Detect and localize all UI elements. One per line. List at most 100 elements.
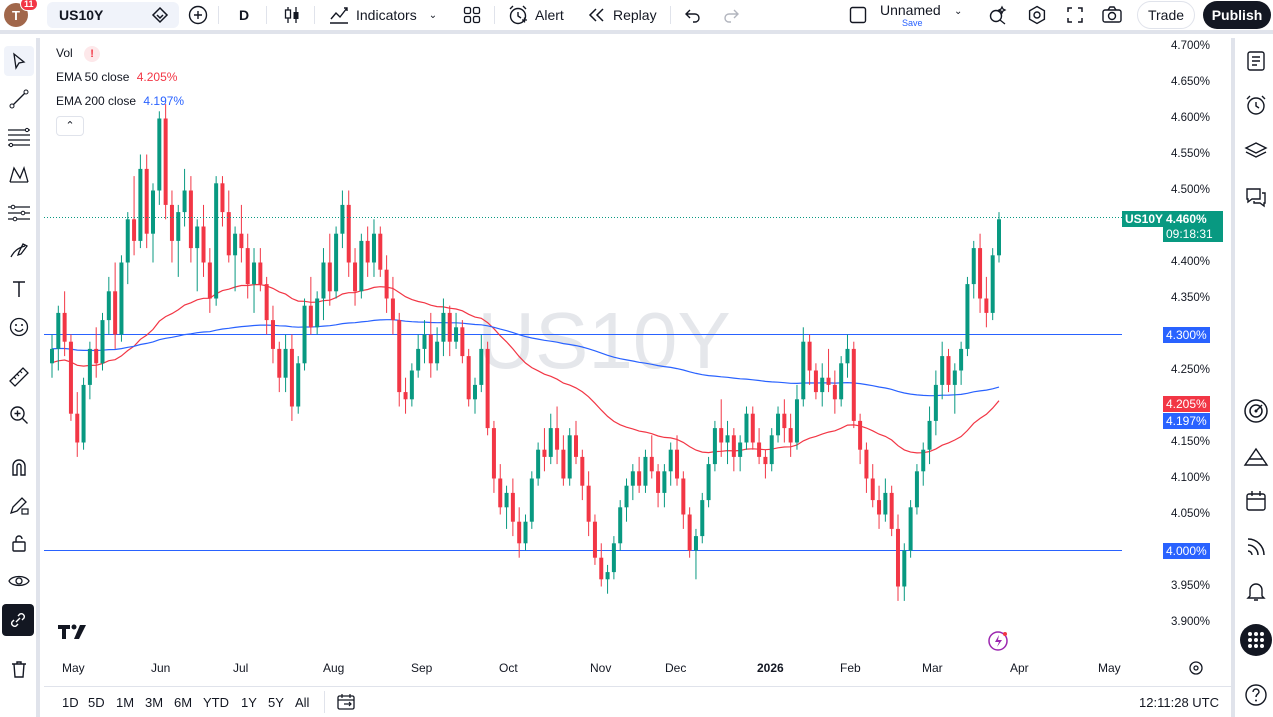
symbol-flag-icon[interactable] bbox=[151, 6, 169, 27]
range-1m-button[interactable]: 1M bbox=[116, 695, 135, 710]
avatar[interactable]: T 11 bbox=[4, 0, 38, 27]
candle-body bbox=[744, 413, 749, 443]
technicals-button[interactable] bbox=[1241, 396, 1271, 426]
add-symbol-button[interactable] bbox=[186, 0, 210, 30]
text-tool[interactable] bbox=[4, 274, 34, 304]
undo-button[interactable] bbox=[682, 0, 704, 30]
fib-tool[interactable] bbox=[4, 122, 34, 152]
range-5y-button[interactable]: 5Y bbox=[268, 695, 284, 710]
warning-icon[interactable]: ! bbox=[84, 46, 101, 62]
pattern-tool[interactable] bbox=[4, 160, 34, 190]
candle-body bbox=[245, 248, 250, 285]
prediction-tool[interactable] bbox=[4, 198, 34, 228]
replay-button[interactable]: Replay bbox=[587, 0, 659, 30]
candle-body bbox=[883, 492, 888, 515]
ema50-price-tag: 4.205% bbox=[1163, 396, 1210, 412]
scale-settings-button[interactable] bbox=[1188, 660, 1204, 681]
alert-button[interactable]: Alert bbox=[507, 0, 573, 30]
range-all-button[interactable]: All bbox=[295, 695, 310, 710]
trend-line-icon bbox=[9, 89, 29, 109]
notifications-button[interactable] bbox=[1241, 576, 1271, 606]
candle-body bbox=[327, 262, 332, 292]
range-1y-button[interactable]: 1Y bbox=[241, 695, 257, 710]
fullscreen-button[interactable] bbox=[1064, 0, 1086, 30]
collapse-legend-button[interactable]: ⌃ bbox=[56, 116, 84, 136]
range-5d-button[interactable]: 5D bbox=[88, 695, 105, 710]
interval-button[interactable]: D bbox=[238, 7, 250, 23]
templates-button[interactable] bbox=[460, 0, 484, 30]
candle-body bbox=[151, 190, 156, 234]
range-6m-button[interactable]: 6M bbox=[174, 695, 193, 710]
indicators-button[interactable]: Indicators ⌄ bbox=[328, 0, 448, 30]
vol-legend[interactable]: Vol ! bbox=[56, 46, 101, 62]
hide-drawings-tool[interactable] bbox=[4, 566, 34, 596]
indicators-icon bbox=[330, 7, 348, 24]
redo-button[interactable] bbox=[720, 0, 742, 30]
candle-body bbox=[523, 521, 528, 544]
symbol-label: US10Y bbox=[59, 7, 104, 23]
lightning-icon[interactable] bbox=[987, 630, 1009, 657]
watchlist-button[interactable] bbox=[1241, 46, 1271, 76]
trend-line-tool[interactable] bbox=[4, 84, 34, 114]
lock-drawings-tool[interactable] bbox=[4, 528, 34, 558]
candle-body bbox=[315, 298, 320, 328]
candle-body bbox=[637, 471, 642, 486]
sync-drawings-tool[interactable] bbox=[2, 604, 34, 636]
clock-display[interactable]: 12:11:28 UTC bbox=[1139, 695, 1219, 710]
candle-body bbox=[119, 262, 124, 335]
replay-label: Replay bbox=[613, 7, 657, 23]
draw-mode-tool[interactable] bbox=[4, 490, 34, 520]
time-tick: Jul bbox=[233, 661, 249, 675]
time-tick: Feb bbox=[840, 661, 861, 675]
price-chart[interactable]: US10Y bbox=[44, 38, 1231, 683]
apps-button[interactable] bbox=[1240, 624, 1272, 656]
chart-pane[interactable]: US10Y Vol ! EMA 50 close 4.205% EMA 200 … bbox=[44, 38, 1231, 683]
range-1d-button[interactable]: 1D bbox=[62, 695, 79, 710]
chats-button[interactable] bbox=[1241, 182, 1271, 212]
user-avatar[interactable]: T 11 bbox=[4, 0, 42, 30]
price-tick: 4.050% bbox=[1171, 507, 1211, 520]
candle-body bbox=[138, 168, 143, 241]
candle-body bbox=[226, 212, 231, 256]
help-button[interactable] bbox=[1241, 680, 1271, 710]
ideas-button[interactable] bbox=[1241, 442, 1271, 472]
tv-logo-icon bbox=[58, 624, 86, 639]
candle-body bbox=[908, 507, 913, 551]
brush-tool[interactable] bbox=[4, 236, 34, 266]
candle-body bbox=[555, 428, 560, 450]
time-tick: Nov bbox=[590, 661, 612, 675]
range-ytd-button[interactable]: YTD bbox=[203, 695, 229, 710]
vol-label: Vol bbox=[56, 46, 73, 60]
last-price-tag: 4.460% bbox=[1163, 211, 1223, 227]
settings-button[interactable] bbox=[1026, 0, 1048, 30]
ema200-legend[interactable]: EMA 200 close 4.197% bbox=[56, 94, 184, 108]
trade-button[interactable]: Trade bbox=[1137, 1, 1195, 29]
ema50-legend[interactable]: EMA 50 close 4.205% bbox=[56, 70, 177, 84]
news-button[interactable] bbox=[1241, 532, 1271, 562]
layout-name-button[interactable]: Unnamed Save ⌄ bbox=[880, 0, 970, 30]
price-tick: 4.150% bbox=[1171, 435, 1211, 448]
candle-body bbox=[472, 384, 477, 400]
layout-toggle[interactable] bbox=[847, 0, 869, 30]
object-tree-button[interactable] bbox=[1241, 136, 1271, 166]
publish-button[interactable]: Publish bbox=[1203, 1, 1271, 29]
goto-date-button[interactable] bbox=[336, 692, 356, 717]
candle-body bbox=[586, 485, 591, 522]
indicators-label: Indicators bbox=[356, 7, 417, 23]
snapshot-button[interactable] bbox=[1100, 0, 1124, 30]
range-3m-button[interactable]: 3M bbox=[145, 695, 164, 710]
magnet-tool[interactable] bbox=[4, 452, 34, 482]
alerts-button[interactable] bbox=[1241, 90, 1271, 120]
calendar-button[interactable] bbox=[1241, 486, 1271, 516]
symbol-search[interactable]: US10Y bbox=[47, 2, 179, 28]
remove-drawings-tool[interactable] bbox=[4, 654, 34, 684]
chart-type-button[interactable] bbox=[280, 0, 304, 30]
tradingview-logo[interactable] bbox=[58, 623, 90, 646]
candle-body bbox=[952, 370, 957, 385]
cursor-tool[interactable] bbox=[4, 46, 34, 76]
quick-search-button[interactable] bbox=[987, 0, 1009, 30]
emoji-tool[interactable] bbox=[4, 312, 34, 342]
notification-badge: 11 bbox=[20, 0, 38, 11]
zoom-tool[interactable] bbox=[4, 400, 34, 430]
measure-tool[interactable] bbox=[4, 362, 34, 392]
